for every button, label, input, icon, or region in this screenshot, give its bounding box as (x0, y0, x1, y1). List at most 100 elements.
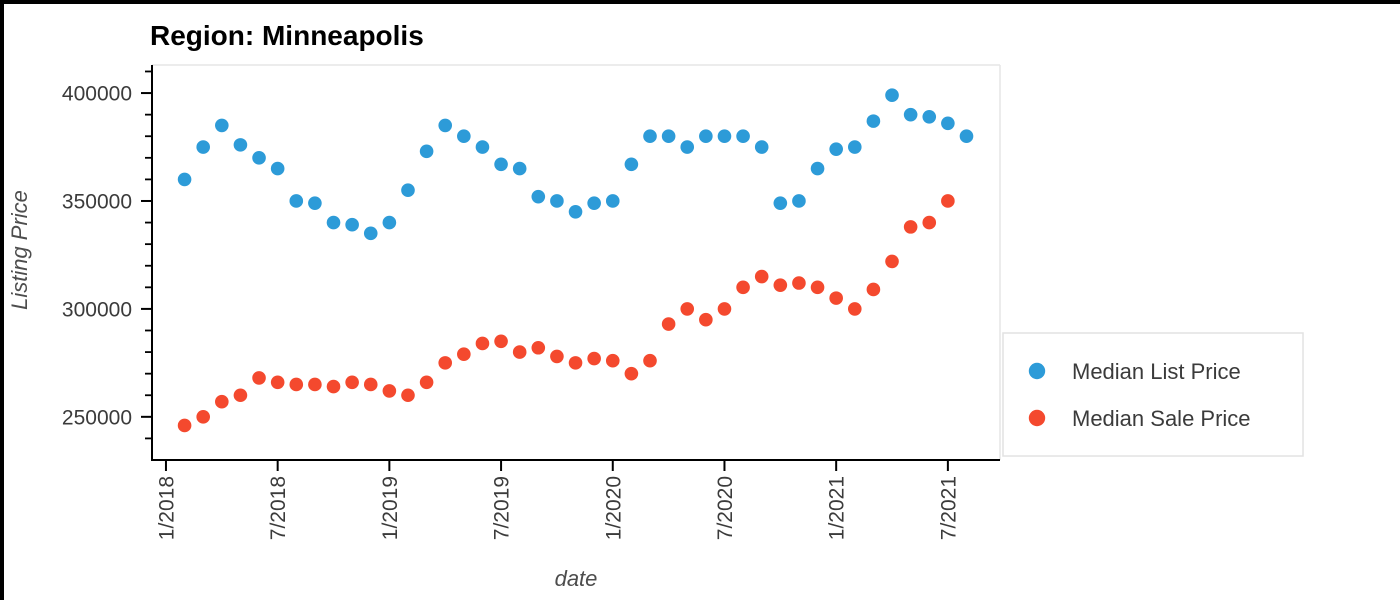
data-point (401, 183, 415, 197)
data-point (177, 418, 192, 433)
x-axis-title: date (555, 566, 598, 591)
data-point (252, 151, 266, 165)
data-point (829, 142, 843, 156)
data-point (736, 280, 750, 295)
chart-title: Region: Minneapolis (150, 20, 424, 51)
data-point (885, 88, 899, 103)
data-point (382, 384, 397, 398)
data-point (643, 353, 657, 368)
screenshot-top-border (0, 0, 1400, 4)
x-tick-label: 1/2020 (602, 476, 625, 540)
data-point (736, 129, 750, 144)
series-median-sale-price (177, 194, 955, 433)
data-point (568, 356, 583, 370)
data-point (196, 140, 210, 154)
data-point (382, 215, 397, 230)
data-point (326, 379, 341, 394)
x-tick-label: 1/2021 (826, 476, 849, 540)
legend-box (1002, 332, 1304, 457)
data-point (270, 375, 285, 390)
data-point (289, 377, 304, 392)
legend: Median List Price Median Sale Price (1002, 332, 1304, 457)
data-point (215, 118, 229, 133)
data-point (661, 129, 676, 144)
x-tick-label: 1/2018 (155, 476, 178, 540)
y-tick-label: 350000 (62, 190, 132, 213)
data-point (922, 110, 937, 124)
data-point (568, 204, 583, 219)
data-point (419, 375, 434, 390)
y-tick-label: 300000 (62, 298, 132, 321)
data-point (233, 388, 248, 403)
data-point (922, 215, 937, 230)
y-tick-label: 400000 (62, 83, 132, 106)
x-tick-label: 7/2018 (267, 476, 290, 540)
data-point (903, 220, 918, 234)
data-point (196, 410, 210, 424)
x-tick-label: 7/2019 (491, 476, 514, 540)
data-point (810, 280, 825, 295)
data-point (773, 196, 788, 210)
legend-marker-median-list-price (1028, 362, 1046, 380)
screenshot-left-border (0, 0, 4, 600)
data-point (699, 312, 713, 327)
data-point (475, 140, 490, 154)
x-tick-label: 7/2021 (937, 476, 960, 540)
data-point (903, 107, 918, 122)
data-point (457, 347, 471, 362)
data-point (624, 157, 639, 172)
data-point (438, 118, 453, 133)
data-point (363, 377, 378, 392)
data-point (233, 138, 248, 152)
data-point (847, 302, 862, 316)
data-point (419, 144, 434, 159)
data-point (326, 215, 341, 230)
data-point (866, 282, 881, 297)
legend-label-median-list-price: Median List Price (1072, 359, 1241, 384)
y-tick-label: 250000 (62, 406, 132, 429)
data-point (699, 129, 713, 144)
data-point (643, 129, 657, 144)
y-axis: 250000 300000 350000 400000 (62, 70, 152, 440)
data-point (754, 269, 769, 284)
data-point (773, 278, 788, 292)
data-point (959, 129, 974, 144)
data-point (475, 336, 490, 351)
data-point (270, 161, 285, 176)
data-point (717, 302, 732, 316)
data-point (308, 377, 322, 392)
data-point (363, 226, 378, 241)
data-point (401, 388, 415, 403)
y-axis-title: Listing Price (7, 190, 32, 310)
x-tick-label: 1/2019 (379, 476, 402, 540)
data-point (680, 302, 695, 316)
data-point (680, 140, 695, 154)
x-axis: 1/2018 7/2018 1/2019 7/2019 1/2020 7/2020 1/20… (155, 460, 960, 540)
data-point (941, 194, 955, 208)
data-point (587, 196, 601, 210)
data-point (829, 291, 843, 305)
data-point (605, 353, 620, 368)
data-point (345, 375, 359, 390)
data-point (624, 366, 639, 381)
data-point (587, 351, 601, 366)
data-point (866, 114, 881, 128)
series-median-list-price (177, 88, 974, 241)
data-point (512, 345, 527, 359)
data-point (941, 116, 955, 131)
data-point (308, 196, 322, 210)
data-point (252, 371, 266, 385)
data-point (177, 172, 192, 187)
legend-label-median-sale-price: Median Sale Price (1072, 406, 1251, 431)
plot-area: 250000 300000 350000 400000 1/2018 7/2018 1/20… (62, 64, 1001, 540)
data-point (345, 217, 359, 232)
data-point (457, 129, 471, 144)
data-point (661, 317, 676, 331)
data-point (605, 194, 620, 208)
data-point (494, 157, 508, 172)
data-point (717, 129, 732, 144)
legend-marker-median-sale-price (1028, 409, 1046, 427)
data-point (438, 356, 453, 370)
data-point (810, 161, 825, 176)
